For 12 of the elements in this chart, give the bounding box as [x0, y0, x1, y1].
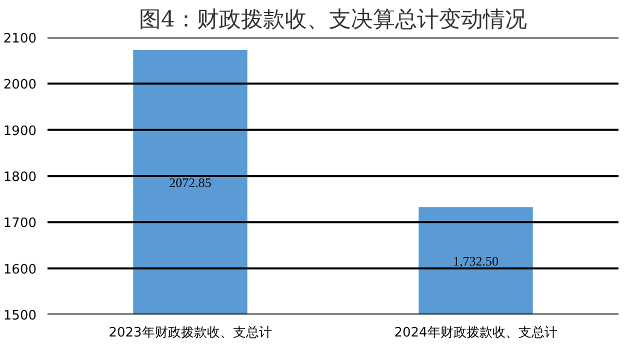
y-tick-label: 1900	[3, 124, 37, 139]
y-tick-label: 1600	[3, 262, 37, 278]
x-tick-label: 2024年财政拨款收、支总计	[394, 326, 558, 340]
x-tick-label: 2023年财政拨款收、支总计	[108, 326, 272, 340]
chart-title: 图4：财政拨款收、支决算总计变动情况	[139, 8, 527, 32]
data-label: 2072.85	[169, 174, 212, 190]
y-tick-label: 2100	[3, 32, 37, 46]
y-tick-label: 1700	[3, 216, 37, 232]
data-label: 1,732.50	[453, 253, 498, 268]
y-tick-label: 1800	[3, 170, 37, 185]
y-tick-label: 1500	[3, 308, 37, 324]
y-tick-label: 2000	[3, 78, 37, 93]
